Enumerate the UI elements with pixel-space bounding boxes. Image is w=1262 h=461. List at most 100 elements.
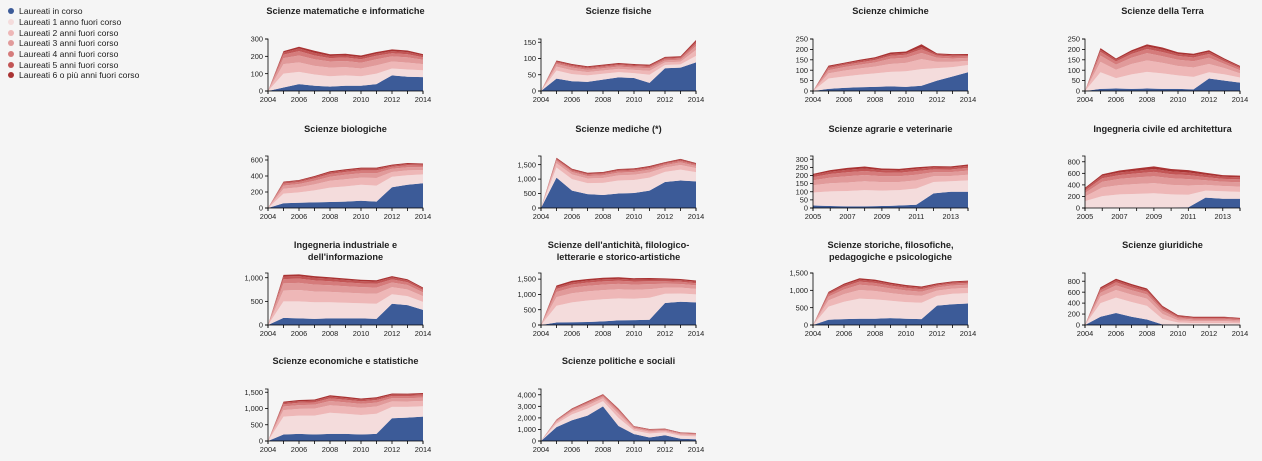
y-tick-label: 0 — [259, 321, 263, 330]
legend-label: Laureati 3 anni fuori corso — [19, 38, 119, 49]
area-chart: 0 500 1,000 1,500 2004 2006 2008 2010 2012 2014 — [790, 269, 977, 338]
y-axis — [538, 155, 542, 209]
x-tick-label: 2014 — [415, 95, 431, 104]
x-tick-label: 2011 — [1180, 212, 1196, 221]
area-series — [268, 303, 423, 325]
area-series — [268, 174, 423, 208]
legend-item: Laureati 2 anni fuori corso — [8, 27, 139, 38]
x-tick-label: 2014 — [415, 329, 431, 338]
x-tick-label: 2014 — [415, 445, 431, 454]
x-tick-label: 2010 — [626, 445, 642, 454]
area-series — [813, 191, 968, 208]
y-axis — [538, 388, 542, 442]
y-axis — [810, 38, 814, 92]
x-tick-label: 2012 — [384, 445, 400, 454]
area-series — [541, 163, 696, 208]
y-axis — [265, 388, 269, 442]
y-tick-label: 150 — [1068, 55, 1080, 64]
y-tick-label: 150 — [796, 55, 808, 64]
area-series — [268, 276, 423, 325]
y-tick-label: 200 — [796, 171, 808, 180]
area-series — [268, 68, 423, 91]
x-tick-label: 2012 — [1201, 329, 1217, 338]
x-tick-label: 2004 — [533, 95, 549, 104]
area-series — [813, 170, 968, 186]
y-tick-label: 0 — [1076, 204, 1080, 213]
x-tick-label: 2004 — [1077, 329, 1093, 338]
x-tick-label: 2006 — [291, 212, 307, 221]
y-tick-label: 0 — [532, 321, 536, 330]
x-tick-label: 2014 — [688, 445, 704, 454]
x-tick-label: 2008 — [322, 95, 338, 104]
chart-title: Scienze politiche e sociali — [561, 356, 676, 366]
x-tick-label: 2006 — [291, 95, 307, 104]
y-tick-label: 0 — [532, 87, 536, 96]
y-tick-label: 150 — [796, 179, 808, 188]
y-axis — [538, 272, 542, 326]
area-series — [813, 72, 968, 91]
x-tick-label: 2010 — [353, 329, 369, 338]
area-series — [541, 46, 696, 91]
x-tick-label: 2008 — [595, 445, 611, 454]
area-series — [1085, 48, 1240, 91]
legend-swatch-icon — [8, 29, 14, 36]
area-series — [813, 59, 968, 91]
area-chart: 0 100 200 300 2004 2006 2008 2010 2012 2014 — [251, 35, 432, 104]
y-tick-label: 500 — [251, 420, 263, 429]
y-tick-label: 500 — [251, 297, 263, 306]
y-tick-label: 1,500 — [790, 269, 809, 278]
x-tick-label: 2004 — [805, 329, 821, 338]
area-series — [813, 167, 968, 181]
x-tick-label: 2012 — [384, 212, 400, 221]
chart-title: Ingegneria civile ed architettura — [1093, 124, 1232, 134]
y-tick-label: 500 — [524, 189, 536, 198]
y-tick-label: 2,000 — [518, 413, 537, 422]
y-tick-label: 1,000 — [518, 425, 537, 434]
y-tick-label: 800 — [1068, 157, 1080, 166]
legend-item: Laureati 3 anni fuori corso — [8, 38, 139, 49]
y-tick-label: 500 — [796, 303, 808, 312]
x-tick-label: 2014 — [688, 95, 704, 104]
x-tick-label: 2009 — [1146, 212, 1162, 221]
x-tick-label: 2004 — [260, 212, 276, 221]
y-tick-label: 0 — [804, 204, 808, 213]
area-series — [268, 274, 423, 325]
x-tick-label: 2004 — [260, 329, 276, 338]
y-tick-label: 1,500 — [245, 388, 264, 397]
chart-title: Scienze economiche e statistiche — [272, 356, 419, 366]
x-tick-label: 2008 — [867, 95, 883, 104]
y-tick-label: 3,000 — [518, 402, 537, 411]
x-tick-label: 2010 — [353, 212, 369, 221]
area-series — [541, 293, 696, 325]
x-tick-label: 2011 — [908, 212, 924, 221]
area-series — [1085, 46, 1240, 91]
x-tick-label: 2010 — [353, 445, 369, 454]
area-series — [1085, 312, 1240, 325]
x-tick-label: 2010 — [626, 329, 642, 338]
area-series — [268, 397, 423, 441]
y-axis — [1082, 155, 1086, 209]
area-series — [1085, 60, 1240, 91]
x-tick-label: 2005 — [805, 212, 821, 221]
area-series — [1085, 44, 1240, 91]
x-tick-label: 2008 — [867, 329, 883, 338]
area-series — [1085, 171, 1240, 193]
y-tick-label: 1,500 — [518, 275, 537, 284]
x-tick-label: 2014 — [415, 212, 431, 221]
area-series — [541, 396, 696, 441]
legend-label: Laureati 2 anni fuori corso — [19, 27, 119, 38]
y-axis — [538, 38, 542, 92]
y-tick-label: 0 — [259, 204, 263, 213]
x-tick-label: 2010 — [353, 95, 369, 104]
x-tick-label: 2004 — [533, 329, 549, 338]
area-series — [813, 165, 968, 178]
legend-label: Laureati 5 anni fuori corso — [19, 59, 119, 70]
area-series — [541, 287, 696, 325]
y-tick-label: 100 — [796, 66, 808, 75]
x-tick-label: 2009 — [874, 212, 890, 221]
y-tick-label: 50 — [800, 76, 808, 85]
area-series — [268, 46, 423, 91]
y-tick-label: 600 — [251, 156, 263, 165]
area-series — [268, 406, 423, 441]
